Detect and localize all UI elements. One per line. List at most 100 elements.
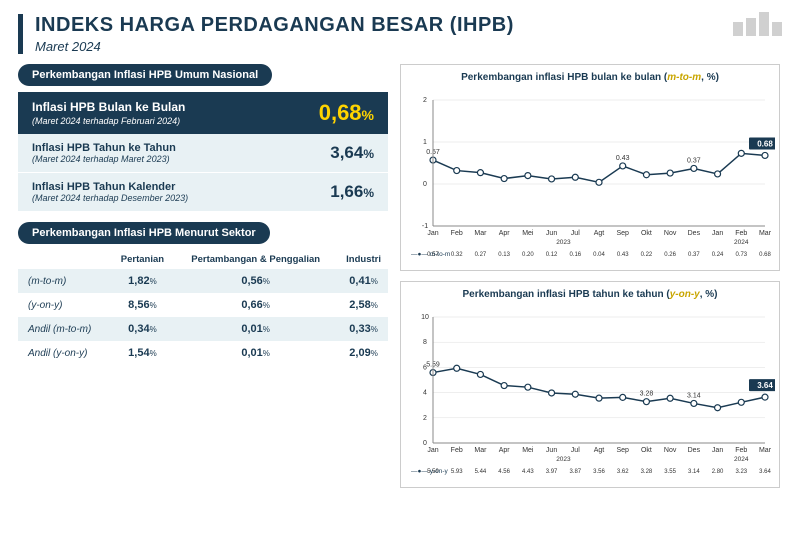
svg-text:8: 8 bbox=[423, 339, 427, 346]
svg-text:Mei: Mei bbox=[522, 447, 534, 454]
svg-text:2.80: 2.80 bbox=[712, 469, 724, 475]
summary-row-title: Inflasi HPB Tahun Kalender bbox=[32, 181, 188, 193]
svg-text:Mei: Mei bbox=[522, 230, 534, 237]
mtm-chart-box: Perkembangan inflasi HPB bulan ke bulan … bbox=[400, 64, 780, 271]
sector-col-header: Industri bbox=[339, 250, 388, 269]
svg-text:2: 2 bbox=[423, 97, 427, 104]
svg-text:2024: 2024 bbox=[734, 456, 749, 463]
svg-text:0.26: 0.26 bbox=[664, 252, 676, 258]
svg-text:Feb: Feb bbox=[735, 230, 747, 237]
main-metric-title: Inflasi HPB Bulan ke Bulan bbox=[32, 100, 319, 114]
svg-text:2023: 2023 bbox=[556, 239, 571, 246]
sector-cell: 8,56% bbox=[113, 293, 172, 317]
svg-text:Feb: Feb bbox=[451, 447, 463, 454]
mtm-chart: -1012JanFebMarAprMeiJunJulAgtSepOktNovDe… bbox=[405, 86, 775, 266]
svg-text:0.68: 0.68 bbox=[757, 139, 773, 148]
sector-row-label: Andil (m-to-m) bbox=[18, 317, 113, 341]
left-col: Perkembangan Inflasi HPB Umum Nasional I… bbox=[18, 64, 388, 498]
svg-text:0.68: 0.68 bbox=[759, 252, 771, 258]
svg-text:3.55: 3.55 bbox=[664, 469, 676, 475]
svg-text:0.27: 0.27 bbox=[475, 252, 487, 258]
sector-cell: 0,56% bbox=[172, 269, 339, 293]
svg-text:3.62: 3.62 bbox=[617, 469, 629, 475]
svg-text:3.64: 3.64 bbox=[759, 469, 771, 475]
yoy-chart-title: Perkembangan inflasi HPB tahun ke tahun … bbox=[405, 286, 775, 303]
svg-text:5.93: 5.93 bbox=[451, 469, 463, 475]
svg-text:Jan: Jan bbox=[427, 230, 438, 237]
svg-text:1: 1 bbox=[423, 139, 427, 146]
sector-row: (y-on-y)8,56%0,66%2,58% bbox=[18, 293, 388, 317]
sector-cell: 0,34% bbox=[113, 317, 172, 341]
summary-row: Inflasi HPB Tahun ke Tahun(Maret 2024 te… bbox=[18, 134, 388, 173]
sector-row-label: (m-to-m) bbox=[18, 269, 113, 293]
svg-text:0.43: 0.43 bbox=[616, 155, 630, 162]
svg-text:Okt: Okt bbox=[641, 230, 652, 237]
sector-row-label: Andil (y-on-y) bbox=[18, 341, 113, 365]
summary-row-value: 1,66% bbox=[330, 182, 374, 202]
svg-text:4: 4 bbox=[423, 390, 427, 397]
summary-section-title: Perkembangan Inflasi HPB Umum Nasional bbox=[18, 64, 272, 86]
summary-row: Inflasi HPB Tahun Kalender(Maret 2024 te… bbox=[18, 173, 388, 212]
svg-text:Jan: Jan bbox=[712, 447, 723, 454]
sector-table: PertanianPertambangan & PenggalianIndust… bbox=[18, 250, 388, 365]
svg-text:4.56: 4.56 bbox=[498, 469, 510, 475]
svg-text:Des: Des bbox=[688, 230, 701, 237]
svg-text:Nov: Nov bbox=[664, 447, 677, 454]
svg-text:Apr: Apr bbox=[499, 447, 511, 454]
bps-logo bbox=[733, 12, 782, 36]
sector-row-label: (y-on-y) bbox=[18, 293, 113, 317]
summary-row-value: 3,64% bbox=[330, 143, 374, 163]
svg-text:3.97: 3.97 bbox=[546, 469, 558, 475]
svg-text:3.14: 3.14 bbox=[688, 469, 700, 475]
svg-text:0.37: 0.37 bbox=[687, 157, 701, 164]
page-title: INDEKS HARGA PERDAGANGAN BESAR (IHPB) bbox=[35, 14, 782, 37]
svg-text:2024: 2024 bbox=[734, 239, 749, 246]
svg-text:2023: 2023 bbox=[556, 456, 571, 463]
svg-text:Jun: Jun bbox=[546, 447, 557, 454]
svg-text:Sep: Sep bbox=[616, 230, 629, 237]
svg-text:Sep: Sep bbox=[616, 447, 629, 454]
yoy-chart: 0246810JanFebMarAprMeiJunJulAgtSepOktNov… bbox=[405, 303, 775, 483]
sector-row: Andil (y-on-y)1,54%0,01%2,09% bbox=[18, 341, 388, 365]
sector-section-title: Perkembangan Inflasi HPB Menurut Sektor bbox=[18, 222, 270, 244]
svg-text:3.87: 3.87 bbox=[569, 469, 581, 475]
sector-cell: 1,54% bbox=[113, 341, 172, 365]
main-metric-value: 0,68% bbox=[319, 100, 374, 126]
svg-text:—●— m-to-m: —●— m-to-m bbox=[411, 251, 450, 258]
svg-text:0.32: 0.32 bbox=[451, 252, 463, 258]
main-metric-card: Inflasi HPB Bulan ke Bulan (Maret 2024 t… bbox=[18, 92, 388, 134]
svg-text:Jan: Jan bbox=[712, 230, 723, 237]
sector-col-header bbox=[18, 250, 113, 269]
sector-block: Perkembangan Inflasi HPB Menurut Sektor … bbox=[18, 222, 388, 365]
content: Perkembangan Inflasi HPB Umum Nasional I… bbox=[18, 64, 782, 498]
svg-text:-1: -1 bbox=[422, 223, 428, 230]
svg-text:3.56: 3.56 bbox=[593, 469, 605, 475]
sector-row: (m-to-m)1,82%0,56%0,41% bbox=[18, 269, 388, 293]
sector-cell: 2,58% bbox=[339, 293, 388, 317]
svg-text:0.37: 0.37 bbox=[688, 252, 700, 258]
sector-col-header: Pertambangan & Penggalian bbox=[172, 250, 339, 269]
summary-block: Perkembangan Inflasi HPB Umum Nasional I… bbox=[18, 64, 388, 212]
svg-text:4.43: 4.43 bbox=[522, 469, 534, 475]
sector-row: Andil (m-to-m)0,34%0,01%0,33% bbox=[18, 317, 388, 341]
svg-text:0: 0 bbox=[423, 181, 427, 188]
svg-text:0.20: 0.20 bbox=[522, 252, 534, 258]
svg-text:Mar: Mar bbox=[759, 230, 772, 237]
svg-text:3.64: 3.64 bbox=[757, 381, 773, 390]
svg-text:Mar: Mar bbox=[759, 447, 772, 454]
svg-text:0.04: 0.04 bbox=[593, 252, 605, 258]
svg-text:3.28: 3.28 bbox=[641, 469, 653, 475]
page-subtitle: Maret 2024 bbox=[35, 39, 782, 54]
svg-text:Mar: Mar bbox=[474, 447, 487, 454]
svg-text:Nov: Nov bbox=[664, 230, 677, 237]
sector-cell: 0,01% bbox=[172, 341, 339, 365]
svg-text:Feb: Feb bbox=[735, 447, 747, 454]
svg-text:3.14: 3.14 bbox=[687, 392, 701, 399]
svg-text:Jul: Jul bbox=[571, 230, 580, 237]
svg-text:0.13: 0.13 bbox=[498, 252, 510, 258]
dashboard: INDEKS HARGA PERDAGANGAN BESAR (IHPB) Ma… bbox=[0, 0, 800, 512]
svg-text:10: 10 bbox=[421, 314, 429, 321]
svg-text:3.23: 3.23 bbox=[735, 469, 747, 475]
svg-text:0.24: 0.24 bbox=[712, 252, 724, 258]
svg-text:Jan: Jan bbox=[427, 447, 438, 454]
